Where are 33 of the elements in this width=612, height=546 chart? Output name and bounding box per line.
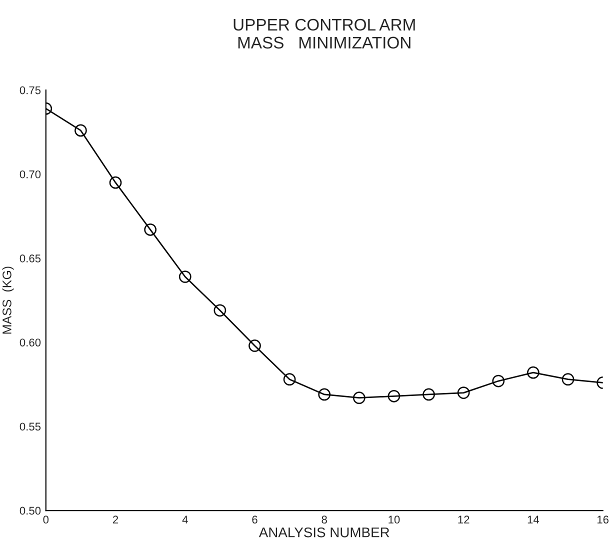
x-tick-label: 14 (528, 516, 540, 524)
point (109, 176, 122, 189)
point (214, 304, 226, 317)
point (527, 366, 540, 379)
point (562, 373, 574, 386)
x-tick-label: 2 (112, 516, 118, 524)
y-tick-label: 0.70 (20, 170, 41, 178)
point (248, 340, 261, 352)
chart-title: UPPER CONTROL ARM MASS MINIMIZATION (234, 18, 415, 49)
y-tick-label: 0.55 (20, 422, 41, 431)
x-tick-label: 16 (597, 516, 609, 524)
y-tick-label: 0.60 (20, 338, 41, 346)
point (352, 392, 366, 404)
x-tick-label: 4 (182, 516, 188, 524)
y-tick-label: 0.75 (20, 86, 41, 94)
y-tick-label: 0.50 (20, 506, 41, 515)
point (318, 388, 331, 401)
point (388, 390, 400, 402)
point (74, 124, 87, 137)
point (144, 223, 157, 236)
point (283, 373, 296, 386)
point (457, 386, 470, 399)
x-tick-label: 12 (458, 516, 470, 524)
x-tick-label: 8 (322, 516, 327, 524)
x-axis-title: ANALYSIS NUMBER (258, 527, 390, 538)
x-tick-label: 6 (252, 516, 258, 524)
y-axis-title: MASS (KG) (2, 266, 14, 334)
x-tick-label: 0 (43, 516, 49, 524)
point (492, 374, 505, 388)
y-tick-label: 0.65 (20, 254, 41, 262)
x-tick-label: 10 (388, 516, 400, 524)
point (178, 270, 192, 283)
point (422, 388, 435, 401)
